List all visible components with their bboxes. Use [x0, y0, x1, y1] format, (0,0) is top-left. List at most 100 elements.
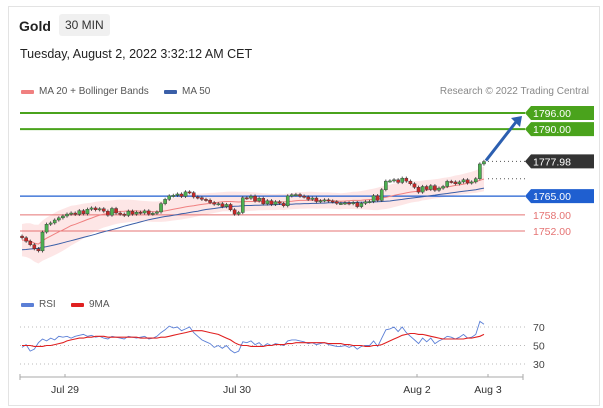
- ma50-line: [21, 187, 485, 251]
- candle-body: [334, 201, 339, 204]
- candle-body: [81, 210, 86, 215]
- price-tag-label: 1790.00: [533, 124, 571, 136]
- rsi-swatch-icon: [21, 302, 34, 307]
- candle-body: [343, 202, 347, 205]
- candle-body: [20, 235, 24, 238]
- candle-body: [36, 248, 41, 252]
- rsi-tick-label: 70: [533, 322, 545, 334]
- bollinger-band: [22, 166, 484, 264]
- legend-item-ma20-bollinger: MA 20 + Bollinger Bands: [21, 86, 149, 97]
- candle-body: [257, 198, 261, 202]
- candle-body: [228, 204, 233, 211]
- price-tag-label: 1796.00: [533, 108, 571, 120]
- candle-body: [371, 195, 376, 202]
- candle-body: [298, 194, 302, 197]
- candle-body: [290, 194, 294, 197]
- candle-body: [351, 202, 355, 204]
- candle-body: [208, 199, 212, 203]
- rsi-tick-label: 30: [533, 359, 545, 371]
- candle-body: [281, 203, 286, 206]
- candle-body: [40, 231, 45, 252]
- candle-body: [73, 212, 77, 215]
- candle-body: [118, 212, 122, 215]
- candle-body: [32, 244, 37, 249]
- candle-body: [392, 179, 396, 182]
- price-tag-1790.00: [525, 122, 594, 137]
- price-tag-1796.00: [525, 106, 594, 120]
- candle-body: [375, 195, 380, 201]
- candle-body: [101, 208, 106, 212]
- candle-body: [420, 186, 425, 193]
- candle-body: [355, 202, 360, 207]
- candle-body: [449, 181, 454, 183]
- price-tag-label: 1777.98: [533, 156, 571, 168]
- legend-label-rsi: RSI: [39, 299, 56, 310]
- candle-body: [77, 210, 82, 215]
- candle-body: [163, 199, 167, 204]
- price-tag-label: 1765.00: [533, 191, 571, 203]
- candle-body: [310, 197, 315, 200]
- candle-body: [314, 197, 319, 202]
- candle-body: [469, 181, 474, 184]
- candle-body: [330, 200, 335, 203]
- price-tag-1765.00: [525, 189, 594, 204]
- candle-body: [97, 208, 102, 211]
- candle-body: [404, 177, 409, 182]
- candle-body: [138, 212, 143, 214]
- candle-body: [433, 185, 437, 191]
- candle-body: [155, 211, 159, 214]
- candle-body: [408, 180, 413, 184]
- candle-body: [367, 201, 372, 203]
- legend-item-rsi: RSI: [21, 299, 56, 310]
- candle-body: [159, 203, 163, 213]
- candle-body: [453, 181, 458, 185]
- candle-body: [384, 180, 388, 190]
- candle-body: [249, 195, 253, 199]
- candle-body: [122, 213, 127, 216]
- 9ma-swatch-icon: [71, 302, 84, 307]
- candle-body: [134, 212, 139, 215]
- candle-body: [146, 210, 151, 215]
- candle-body: [151, 213, 155, 215]
- candle-body: [285, 195, 290, 206]
- ma50-swatch-icon: [164, 89, 177, 94]
- candle-body: [126, 210, 131, 216]
- candle-body: [359, 203, 364, 207]
- candle-body: [110, 208, 114, 216]
- candle-body: [196, 196, 200, 199]
- candle-body: [240, 197, 245, 213]
- candle-body: [441, 186, 445, 189]
- timestamp: Tuesday, August 2, 2022 3:32:12 AM CET: [20, 47, 253, 61]
- x-tick-label: Aug 3: [474, 384, 502, 396]
- candle-body: [114, 208, 118, 214]
- forecast-arrowhead-icon: [511, 116, 522, 127]
- ma20-line: [22, 178, 485, 245]
- candle-body: [93, 207, 98, 211]
- legend-label-ma50: MA 50: [182, 86, 211, 97]
- x-tick-label: Jul 30: [223, 384, 251, 396]
- candle-body: [89, 207, 94, 210]
- candle-body: [171, 195, 176, 197]
- forecast-arrow-line: [484, 121, 518, 162]
- candle-body: [416, 187, 421, 193]
- timeframe-badge[interactable]: 30 MIN: [59, 14, 110, 36]
- candle-body: [48, 222, 53, 225]
- candle-body: [24, 237, 28, 242]
- candle-body: [294, 194, 298, 196]
- candle-body: [191, 192, 196, 198]
- candle-body: [445, 181, 449, 187]
- candle-body: [57, 217, 61, 221]
- instrument-title: Gold: [19, 18, 51, 34]
- candle-body: [277, 201, 282, 204]
- candle-body: [388, 180, 392, 183]
- candle-body: [318, 200, 323, 203]
- candle-body: [306, 196, 310, 200]
- candle-body: [424, 186, 429, 190]
- candle-body: [347, 202, 351, 205]
- candle-body: [200, 197, 204, 200]
- candle-body: [69, 212, 73, 215]
- candle-body: [28, 240, 33, 245]
- legend-item-ma50: MA 50: [164, 86, 210, 97]
- rsi-tick-label: 50: [533, 341, 545, 353]
